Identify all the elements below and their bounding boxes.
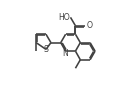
Text: HO: HO xyxy=(58,13,70,22)
Text: O: O xyxy=(86,21,92,30)
Text: S: S xyxy=(44,45,48,54)
Text: N: N xyxy=(63,49,68,58)
